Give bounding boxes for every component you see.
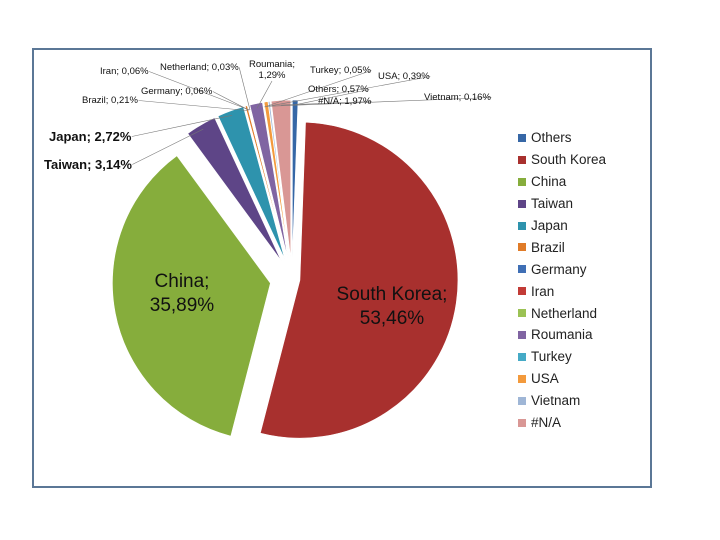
legend-item-others: Others xyxy=(518,127,606,149)
leader-line-netherland xyxy=(238,67,251,110)
leader-line-vietnam xyxy=(269,97,492,107)
leader-line-germany xyxy=(212,91,250,111)
legend-item-japan: Japan xyxy=(518,215,606,237)
data-label-turkey: Turkey; 0,05% xyxy=(310,65,371,76)
legend-label: Japan xyxy=(531,218,568,233)
legend-swatch xyxy=(518,309,526,318)
legend-swatch xyxy=(518,287,526,296)
legend-label: Vietnam xyxy=(531,393,581,409)
legend-swatch xyxy=(518,133,526,142)
leader-line-roumania xyxy=(256,80,273,109)
legend-label: China xyxy=(531,174,567,190)
data-label-roumania: Roumania; 1,29% xyxy=(249,59,295,81)
legend-label: Roumania xyxy=(531,327,593,343)
legend: Others South Korea China Taiwan Japan Brazil G… xyxy=(518,127,606,433)
legend-item-germany: Germany xyxy=(518,258,606,280)
legend-swatch xyxy=(518,352,526,361)
slice-taiwan xyxy=(187,117,282,262)
legend-item-n-a: #N/A xyxy=(518,412,606,434)
legend-label: USA xyxy=(531,371,559,387)
leader-line-japan xyxy=(131,115,233,137)
leader-line-brazil xyxy=(138,100,248,111)
data-label-iran: Iran; 0,06% xyxy=(100,66,149,77)
legend-item-iran: Iran xyxy=(518,280,606,302)
legend-swatch xyxy=(518,155,526,164)
data-label-brazil: Brazil; 0,21% xyxy=(82,95,139,106)
data-label-japan: Japan; 2,72% xyxy=(49,129,132,144)
legend-item-brazil: Brazil xyxy=(518,236,606,258)
legend-swatch xyxy=(518,177,526,186)
leader-line-others xyxy=(295,89,370,106)
legend-swatch xyxy=(518,221,526,230)
slice-china xyxy=(112,155,271,437)
data-label-taiwan: Taiwan; 3,14% xyxy=(44,157,132,172)
legend-label: Turkey xyxy=(531,349,572,365)
data-label-usa: USA; 0,39% xyxy=(378,71,430,82)
legend-item-china: China xyxy=(518,171,606,193)
legend-item-taiwan: Taiwan xyxy=(518,193,606,215)
legend-item-netherland: Netherland xyxy=(518,302,606,324)
legend-label: Germany xyxy=(531,261,587,277)
legend-swatch xyxy=(518,243,526,252)
data-label-netherland: Netherland; 0,03% xyxy=(160,62,239,73)
data-label-n-a: #N/A; 1,97% xyxy=(318,96,372,107)
slice-n-a xyxy=(270,99,292,259)
pie-slices xyxy=(112,99,459,439)
data-label-germany: Germany; 0,06% xyxy=(141,86,213,97)
legend-item-usa: USA xyxy=(518,368,606,390)
leader-lines xyxy=(131,67,492,165)
legend-swatch xyxy=(518,418,526,427)
leader-line-n-a xyxy=(281,101,372,106)
slice-others xyxy=(292,99,299,259)
data-label-china: China; 35,89% xyxy=(150,271,215,316)
slice-roumania xyxy=(249,102,289,259)
legend-label: #N/A xyxy=(531,415,562,431)
slice-vietnam xyxy=(267,101,290,259)
leader-line-taiwan xyxy=(132,128,204,165)
data-label-south-korea: South Korea; 53,46% xyxy=(337,284,448,329)
legend-label: Netherland xyxy=(531,305,598,321)
legend-swatch xyxy=(518,199,526,208)
data-label-others: Others; 0,57% xyxy=(308,84,369,95)
legend-item-turkey: Turkey xyxy=(518,346,606,368)
legend-swatch xyxy=(518,330,526,339)
legend-swatch xyxy=(518,374,526,383)
leader-line-usa xyxy=(266,76,431,107)
leader-line-iran xyxy=(148,71,250,111)
legend-swatch xyxy=(518,396,526,405)
legend-label: South Korea xyxy=(531,152,607,168)
data-labels: Others; 0,57% South Korea; 53,46% China; 35,… xyxy=(44,59,491,329)
legend-item-vietnam: Vietnam xyxy=(518,390,606,412)
legend-swatch xyxy=(518,265,526,274)
data-label-vietnam: Vietnam; 0,16% xyxy=(424,92,491,103)
legend-label: Taiwan xyxy=(531,196,574,212)
legend-label: Brazil xyxy=(531,239,565,255)
leader-line-turkey xyxy=(264,70,372,108)
legend-item-south-korea: South Korea xyxy=(518,149,606,171)
legend-label: Iran xyxy=(531,283,555,299)
slice-south-korea xyxy=(259,121,459,439)
legend-item-roumania: Roumania xyxy=(518,324,606,346)
slice-japan xyxy=(217,106,286,260)
legend-label: Others xyxy=(531,130,572,146)
slice-usa xyxy=(263,101,290,259)
